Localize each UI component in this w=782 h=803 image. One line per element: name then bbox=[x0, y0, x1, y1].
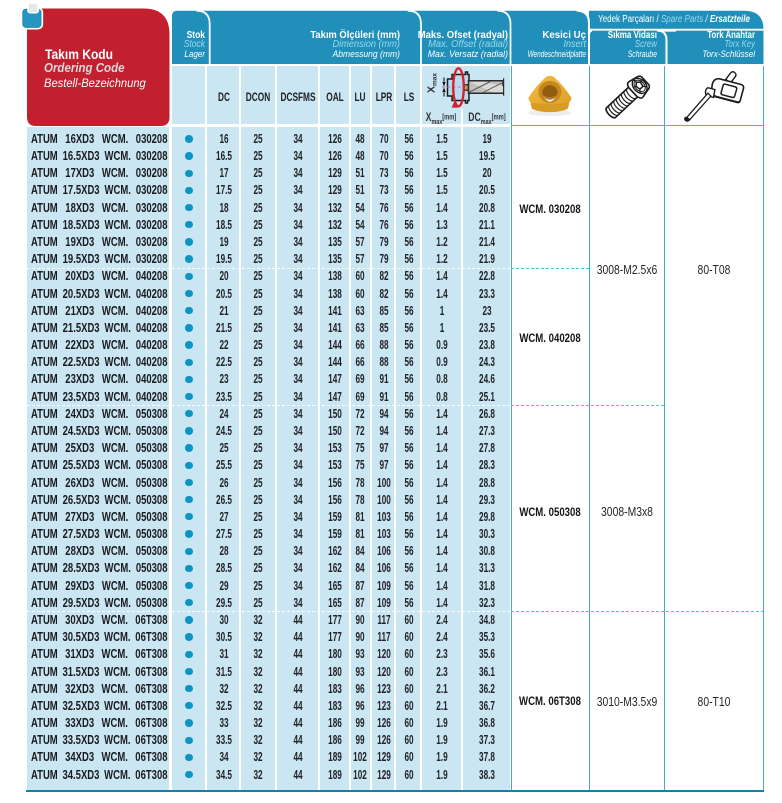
svg-text:Xmax: Xmax bbox=[426, 73, 439, 93]
